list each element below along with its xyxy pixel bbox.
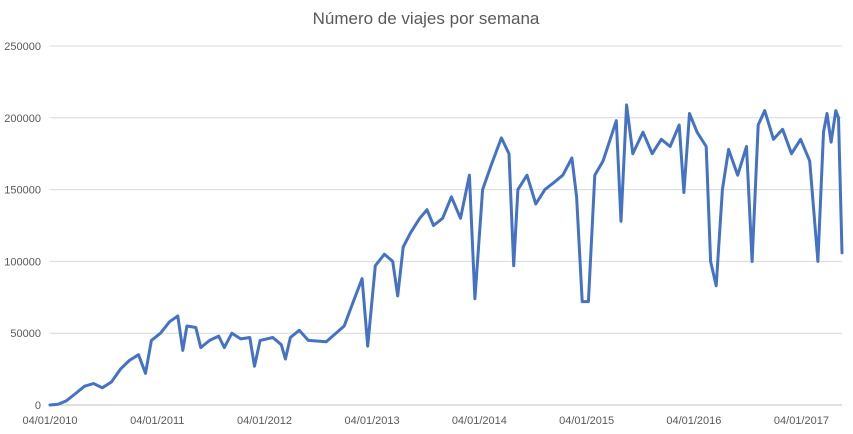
y-tick-label: 250000 [4, 41, 41, 53]
x-axis-tick-labels: 04/01/2010 04/01/2011 04/01/2012 04/01/2013… [22, 415, 829, 427]
chart-title: Número de viajes por semana [313, 9, 540, 28]
x-tick-label: 04/01/2012 [237, 415, 292, 427]
x-tick-label: 04/01/2011 [130, 415, 184, 427]
x-tick-label: 04/01/2016 [666, 415, 721, 427]
x-tick-label: 04/01/2014 [452, 415, 507, 427]
series-line [48, 103, 844, 407]
y-tick-label: 100000 [4, 256, 41, 268]
x-tick-label: 04/01/2010 [22, 415, 77, 427]
y-tick-label: 200000 [4, 113, 41, 125]
x-tick-label: 04/01/2015 [559, 415, 614, 427]
x-tick-label: 04/01/2013 [345, 415, 400, 427]
y-axis-tick-labels: 0 50000 100000 150000 200000 250000 [4, 41, 41, 412]
y-tick-label: 50000 [10, 328, 41, 340]
x-tick-label: 04/01/2017 [774, 415, 829, 427]
y-tick-label: 150000 [4, 185, 41, 197]
y-tick-label: 0 [35, 400, 41, 412]
